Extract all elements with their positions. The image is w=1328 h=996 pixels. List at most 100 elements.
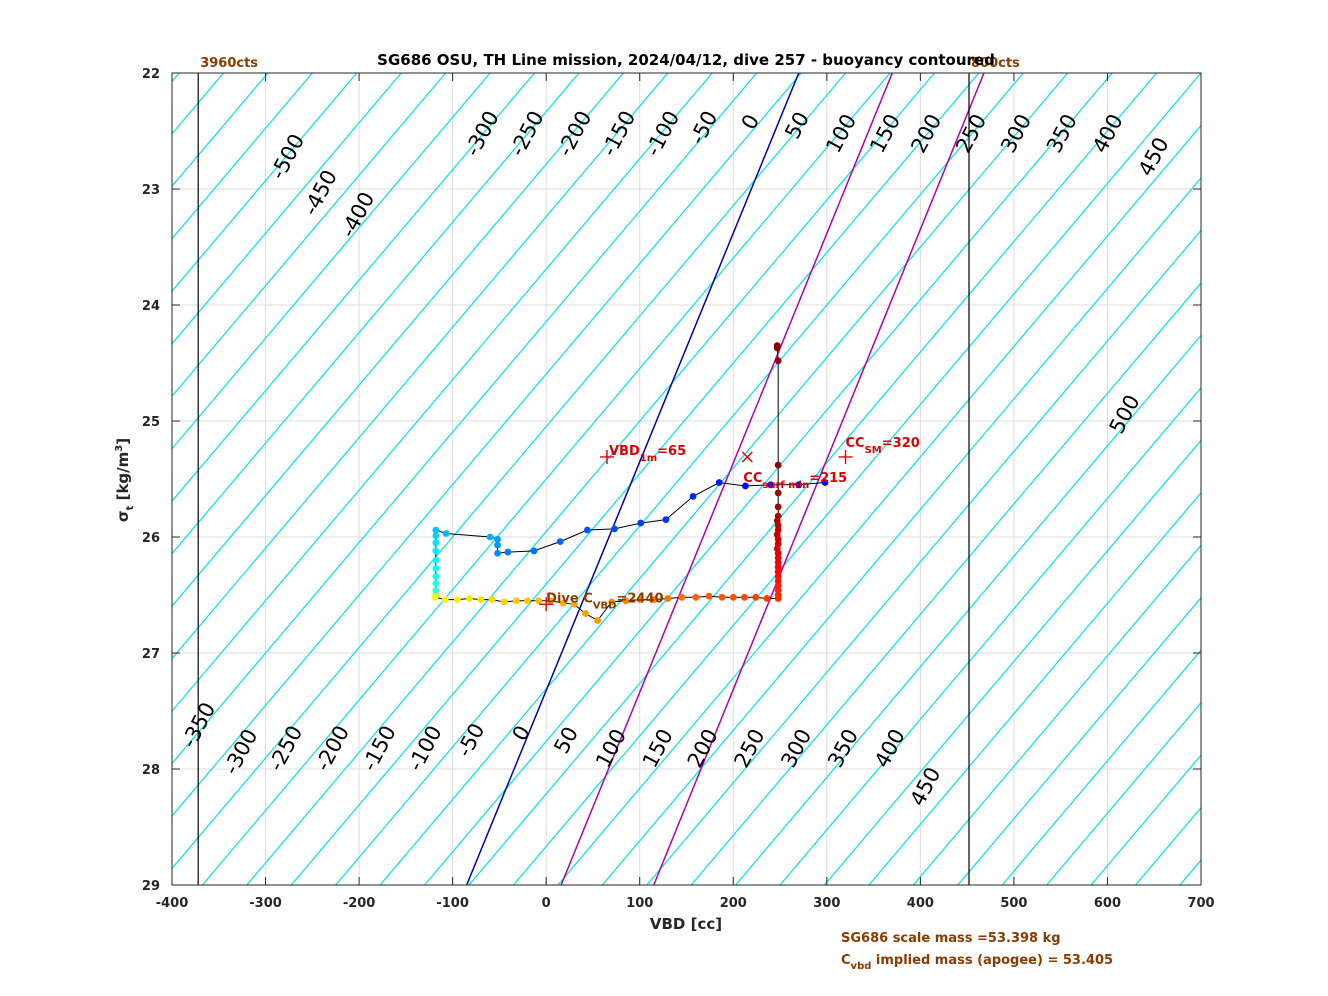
buoyancy-contour-line — [172, 73, 802, 817]
ascent-point — [494, 541, 501, 549]
x-tick-label: -100 — [436, 896, 469, 911]
marker-plus — [838, 449, 853, 464]
x-tick-label: -400 — [156, 896, 189, 911]
buoyancy-contour-line — [512, 73, 1201, 885]
y-tick-label: 23 — [142, 183, 160, 198]
descent-point — [773, 344, 781, 352]
x-tick-label: 700 — [1187, 896, 1214, 911]
marker-label: Dive CVBD=2440 — [546, 591, 663, 611]
contour-label: -500 — [266, 130, 310, 183]
reference-lines — [197, 73, 985, 885]
contour-label: 50 — [549, 723, 583, 758]
buoyancy-contour-line — [172, 73, 669, 660]
x-tick-label: 400 — [907, 896, 934, 911]
contour-label: -300 — [219, 725, 263, 778]
vbd-limit-label: 800cts — [971, 56, 1020, 71]
descent-point — [774, 503, 782, 511]
ascent-point — [767, 481, 775, 489]
descent-point — [524, 597, 531, 605]
ascent-point — [432, 556, 440, 564]
buoyancy-contour-line — [1090, 754, 1201, 885]
buoyancy-contour-line — [868, 491, 1201, 885]
contour-label: -100 — [641, 107, 685, 160]
ascent-point — [432, 532, 440, 540]
buoyancy-contour-line — [779, 386, 1201, 885]
implied-mass-text: Cvbd implied mass (apogee) = 53.405 — [841, 953, 1113, 972]
ascent-point — [795, 481, 803, 489]
buoyancy-contour-line — [1179, 859, 1201, 885]
buoyancy-contour-line — [912, 544, 1201, 885]
plot-frame — [171, 72, 1202, 886]
contour-label: -50 — [452, 719, 489, 761]
descent-point — [741, 593, 748, 601]
ascent-point — [442, 530, 450, 537]
ascent-point — [611, 525, 618, 533]
buoyancy-contour-line — [172, 73, 447, 398]
buoyancy-contour-line — [0, 73, 46, 885]
ascent-point — [689, 493, 697, 500]
contour-label: -200 — [553, 107, 597, 160]
chart-title: SG686 OSU, TH Line mission, 2024/04/12, … — [377, 51, 995, 69]
contour-label: 450 — [905, 763, 945, 810]
ascent-point — [504, 548, 512, 556]
y-tick-label: 22 — [142, 67, 160, 82]
contour-label: 50 — [780, 108, 814, 143]
contour-label: -450 — [298, 166, 342, 219]
ascent-point — [432, 573, 440, 580]
ascent-point — [530, 547, 538, 555]
buoyancy-contour-line — [468, 73, 1158, 885]
x-tick-label: 300 — [813, 896, 840, 911]
ascent-point — [556, 538, 564, 546]
buoyancy-contour-line — [172, 73, 491, 450]
descent-point — [594, 617, 602, 624]
descent-point — [705, 592, 713, 600]
buoyancy-contour-line — [290, 73, 980, 885]
contour-label: 250 — [730, 725, 770, 772]
ascent-point — [583, 526, 591, 534]
x-tick-label: 0 — [542, 896, 551, 911]
buoyancy-contour-line — [172, 73, 713, 712]
y-tick-label: 26 — [142, 531, 160, 546]
ascent-point — [432, 526, 440, 534]
contour-label: -50 — [685, 107, 722, 149]
contour-label: -200 — [311, 722, 355, 775]
ascent-point — [637, 519, 645, 527]
buoyancy-contour-line — [172, 73, 402, 345]
buoyancy-contour-line — [246, 73, 935, 885]
ascent-point — [432, 539, 440, 547]
buoyancy-contour-line — [201, 73, 891, 885]
marker-cross — [741, 451, 753, 463]
descent-point — [774, 357, 782, 365]
buoyancy-contour-line — [557, 124, 1201, 885]
x-tick-label: 500 — [1000, 896, 1027, 911]
implied-mass-prefix: C — [841, 953, 851, 968]
buoyancy-contour-line — [1046, 701, 1201, 885]
contour-label: 400 — [1088, 110, 1128, 157]
descent-point — [488, 596, 496, 604]
contour-label: 0 — [737, 110, 764, 133]
vbd-limit-label: 3960cts — [200, 56, 258, 71]
implied-mass-sub: vbd — [851, 961, 872, 972]
ascent-point — [432, 547, 440, 555]
ascent-point — [742, 482, 749, 490]
ascent-point — [432, 564, 440, 572]
descent-point — [692, 593, 700, 601]
contour-label: -350 — [177, 698, 221, 751]
scale-mass-text: SG686 scale mass =53.398 kg — [841, 931, 1061, 946]
marker-plus — [599, 449, 614, 464]
ascent-point — [486, 533, 494, 541]
buoyancy-contour-line — [172, 73, 624, 607]
contour-label: 400 — [870, 725, 910, 772]
buoyancy-contour-line — [335, 73, 1024, 885]
descent-point — [466, 595, 473, 602]
descent-point — [441, 596, 449, 604]
descent-point — [664, 595, 672, 602]
y-tick-label: 28 — [142, 763, 160, 778]
ascent-point — [821, 479, 829, 486]
x-tick-label: -300 — [249, 896, 282, 911]
contour-label: 350 — [1042, 110, 1082, 157]
marker-label: VBD1m=65 — [609, 444, 686, 464]
contour-label: -300 — [460, 107, 504, 160]
descent-point — [729, 593, 737, 601]
buoyancy-contour-line — [1135, 806, 1201, 885]
